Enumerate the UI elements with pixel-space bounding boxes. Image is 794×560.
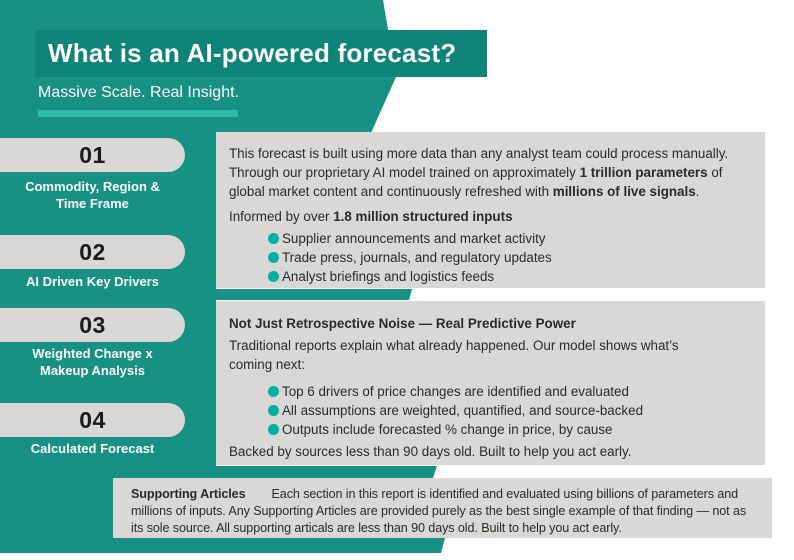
step-label-2: AI Driven Key Drivers bbox=[26, 274, 159, 289]
box1-text: of global market content and continuousl… bbox=[229, 165, 723, 199]
bullet-text: Outputs include forecasted % change in p… bbox=[282, 422, 613, 437]
list-item: Supplier announcements and market activi… bbox=[229, 229, 749, 248]
supporting-articles-box: Supporting Articles Each section in this … bbox=[113, 478, 772, 538]
step-label-4: Calculated Forecast bbox=[30, 441, 155, 456]
page-title: What is an AI-powered forecast? bbox=[48, 38, 457, 68]
box1-bold-signals: millions of live signals bbox=[552, 184, 696, 199]
box1-text: Informed by over bbox=[229, 209, 334, 224]
box2-bullet-list: Top 6 drivers of price changes are ident… bbox=[229, 382, 749, 439]
page-subtitle: Massive Scale. Real Insight. bbox=[38, 84, 239, 101]
step-label-1: Commodity, Region & Time Frame bbox=[25, 179, 160, 211]
title-box: What is an AI-powered forecast? bbox=[35, 30, 487, 77]
box1-text: . bbox=[695, 184, 700, 199]
list-item: Trade press, journals, and regulatory up… bbox=[229, 248, 749, 267]
bullet-text: Analyst briefings and logistics feeds bbox=[282, 269, 495, 284]
step-number: 03 bbox=[79, 311, 106, 338]
supporting-articles-heading: Supporting Articles bbox=[131, 487, 246, 501]
bullet-text: All assumptions are weighted, quantified… bbox=[282, 403, 644, 418]
step-pill-3: 03 bbox=[0, 308, 185, 342]
bullet-text: Top 6 drivers of price changes are ident… bbox=[282, 384, 629, 399]
accent-underline bbox=[38, 110, 238, 117]
box1-bullet-list: Supplier announcements and market activi… bbox=[229, 229, 749, 286]
step-number: 04 bbox=[79, 406, 106, 433]
list-item: All assumptions are weighted, quantified… bbox=[229, 401, 749, 420]
box1-bold-trillion: 1 trillion parameters bbox=[579, 165, 708, 180]
bullet-text: Trade press, journals, and regulatory up… bbox=[282, 250, 552, 265]
supporting-articles-body: Each section in this report is identifie… bbox=[131, 487, 747, 535]
step-number: 02 bbox=[79, 238, 106, 265]
step-pill-2: 02 bbox=[0, 235, 185, 269]
info-box-data-scale: This forecast is built using more data t… bbox=[216, 132, 765, 288]
step-number: 01 bbox=[79, 141, 106, 168]
box1-text: This forecast is built using more data t… bbox=[229, 146, 729, 180]
list-item: Outputs include forecasted % change in p… bbox=[229, 420, 749, 439]
step-pill-4: 04 bbox=[0, 403, 185, 437]
box1-bold-inputs: 1.8 million structured inputs bbox=[333, 209, 513, 224]
box1-paragraph: This forecast is built using more data t… bbox=[229, 144, 749, 201]
list-item: Top 6 drivers of price changes are ident… bbox=[229, 382, 749, 401]
bullet-dot-icon bbox=[268, 424, 279, 435]
box2-paragraph: Traditional reports explain what already… bbox=[229, 338, 679, 372]
info-box-predictive-power: Not Just Retrospective Noise — Real Pred… bbox=[216, 301, 765, 465]
bullet-text: Supplier announcements and market activi… bbox=[282, 231, 546, 246]
bullet-dot-icon bbox=[268, 386, 279, 397]
box1-inputs-line: Informed by over 1.8 million structured … bbox=[229, 207, 749, 226]
step-pill-1: 01 bbox=[0, 138, 185, 172]
bullet-dot-icon bbox=[268, 271, 279, 282]
bullet-dot-icon bbox=[268, 233, 279, 244]
step-label-3: Weighted Change x Makeup Analysis bbox=[32, 346, 153, 378]
box2-footer: Backed by sources less than 90 days old.… bbox=[229, 444, 632, 459]
list-item: Analyst briefings and logistics feeds bbox=[229, 267, 749, 286]
bullet-dot-icon bbox=[268, 405, 279, 416]
bullet-dot-icon bbox=[268, 252, 279, 263]
box2-heading: Not Just Retrospective Noise — Real Pred… bbox=[229, 316, 576, 331]
